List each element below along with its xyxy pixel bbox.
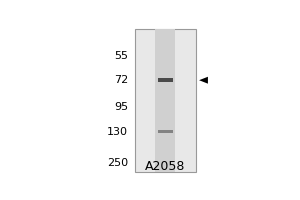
Text: 72: 72 [114,75,128,85]
Bar [158,78,173,82]
Text: A2058: A2058 [145,160,186,173]
Text: 95: 95 [114,102,128,112]
Text: 130: 130 [107,127,128,137]
Text: 250: 250 [107,158,128,168]
Bar [158,130,173,133]
Bar [135,29,196,172]
Text: 55: 55 [114,51,128,61]
Bar [155,29,175,172]
Polygon shape [199,77,208,84]
